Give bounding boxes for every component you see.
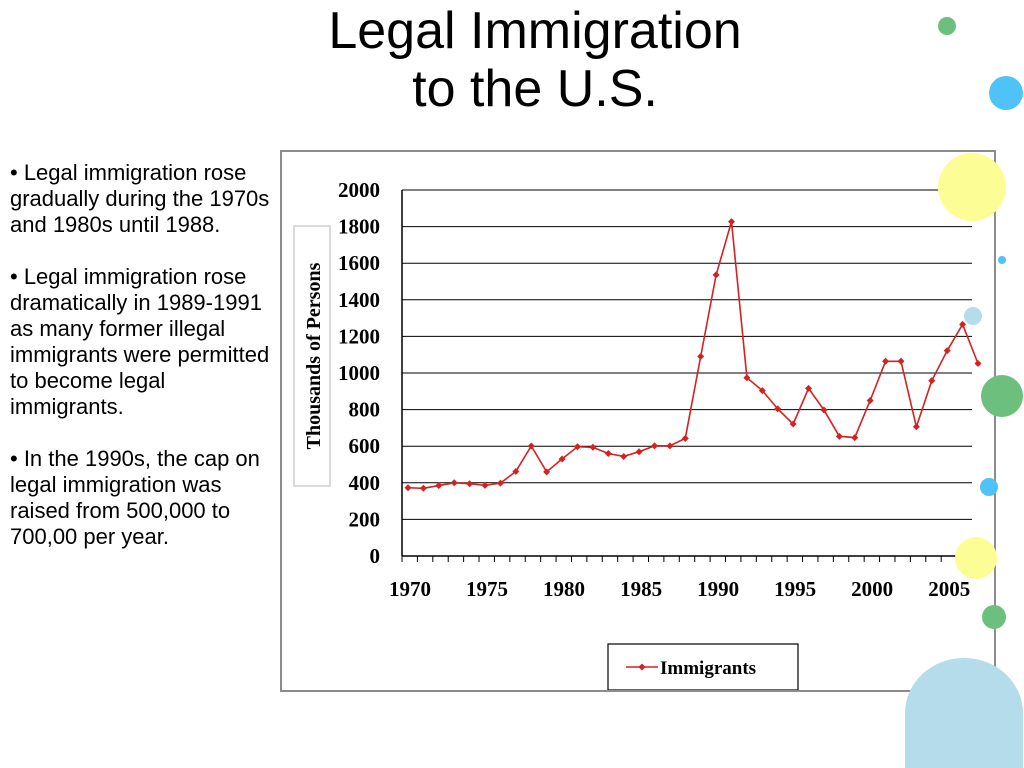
data-point: [558, 455, 566, 463]
x-tick-label: 1970: [389, 577, 431, 601]
x-tick-label: 1995: [774, 577, 816, 601]
decor-dot: [964, 307, 982, 325]
data-point: [404, 484, 412, 492]
x-tick-label: 2005: [928, 577, 970, 601]
y-axis-title: Thousands of Persons: [303, 262, 325, 449]
slide-title-line2: to the U.S.: [412, 60, 658, 118]
data-point: [774, 405, 782, 413]
line-chart: 0 200 400 600 800 1000 1200 1400 1600 1800 2000 197…: [293, 178, 988, 690]
bullet-list: • Legal immigration rose gradually durin…: [10, 160, 282, 576]
decor-dot: [980, 478, 998, 496]
data-point: [666, 442, 674, 450]
x-tick-label: 1985: [620, 577, 662, 601]
data-point: [743, 374, 751, 382]
data-point: [789, 420, 797, 428]
data-point: [496, 479, 504, 487]
data-point: [681, 434, 689, 442]
data-point: [974, 359, 982, 367]
x-tick-label: 1990: [697, 577, 739, 601]
y-tick-label: 2000: [338, 178, 380, 202]
data-point: [604, 450, 612, 458]
y-tick-label: 400: [349, 471, 381, 495]
data-point: [435, 482, 443, 490]
data-point: [851, 434, 859, 442]
data-point: [481, 481, 489, 489]
data-point: [943, 347, 951, 355]
y-tick-label: 800: [349, 398, 381, 422]
y-tick-label: 1000: [338, 361, 380, 385]
legend-marker: [638, 663, 646, 671]
y-tick-label: 600: [349, 434, 381, 458]
data-point: [820, 406, 828, 414]
data-point: [912, 423, 920, 431]
data-point: [697, 352, 705, 360]
data-point: [635, 448, 643, 456]
data-point: [866, 396, 874, 404]
y-tick-label: 200: [349, 507, 381, 531]
data-point: [650, 442, 658, 450]
y-axis-title-box: [293, 225, 331, 487]
slide-title-line1: Legal Immigration: [328, 2, 742, 60]
data-point: [835, 432, 843, 440]
y-tick-label: 1400: [338, 288, 380, 312]
data-point: [959, 320, 967, 328]
data-point: [758, 387, 766, 395]
decor-dot: [938, 17, 956, 35]
legend-label: Immigrants: [660, 658, 756, 679]
decor-dot: [982, 605, 1006, 629]
data-point: [897, 357, 905, 365]
decor-dot: [938, 153, 1006, 221]
bullet-item: • Legal immigration rose gradually durin…: [10, 160, 270, 237]
data-point: [466, 480, 474, 488]
y-tick-label: 1600: [338, 251, 380, 275]
data-point: [512, 467, 520, 475]
data-point: [419, 484, 427, 492]
data-point: [928, 377, 936, 385]
decor-dot: [955, 537, 997, 579]
data-point: [728, 218, 736, 226]
data-point: [527, 442, 535, 450]
chart-frame: 0 200 400 600 800 1000 1200 1400 1600 1800 2000 197…: [280, 150, 996, 692]
data-point: [882, 357, 890, 365]
data-point: [573, 443, 581, 451]
slide-title: Legal Immigration to the U.S.: [235, 2, 835, 118]
data-point: [589, 443, 597, 451]
y-tick-label: 0: [370, 544, 381, 568]
x-tick-label: 2000: [851, 577, 893, 601]
x-tick-label: 1980: [543, 577, 585, 601]
y-tick-label: 1200: [338, 324, 380, 348]
decor-dot: [981, 375, 1023, 417]
data-point: [620, 452, 628, 460]
data-point: [543, 468, 551, 476]
y-tick-label: 1800: [338, 215, 380, 239]
decor-dot: [989, 76, 1023, 110]
x-tick-label: 1975: [466, 577, 508, 601]
bullet-item: • Legal immigration rose dramatically in…: [10, 264, 270, 419]
series-line-immigrants: [407, 221, 979, 490]
data-point: [712, 271, 720, 279]
decor-dot: [905, 658, 1023, 768]
decor-dot: [998, 256, 1006, 264]
data-point: [805, 384, 813, 392]
data-point: [450, 479, 458, 487]
bullet-item: • In the 1990s, the cap on legal immigra…: [10, 446, 260, 549]
